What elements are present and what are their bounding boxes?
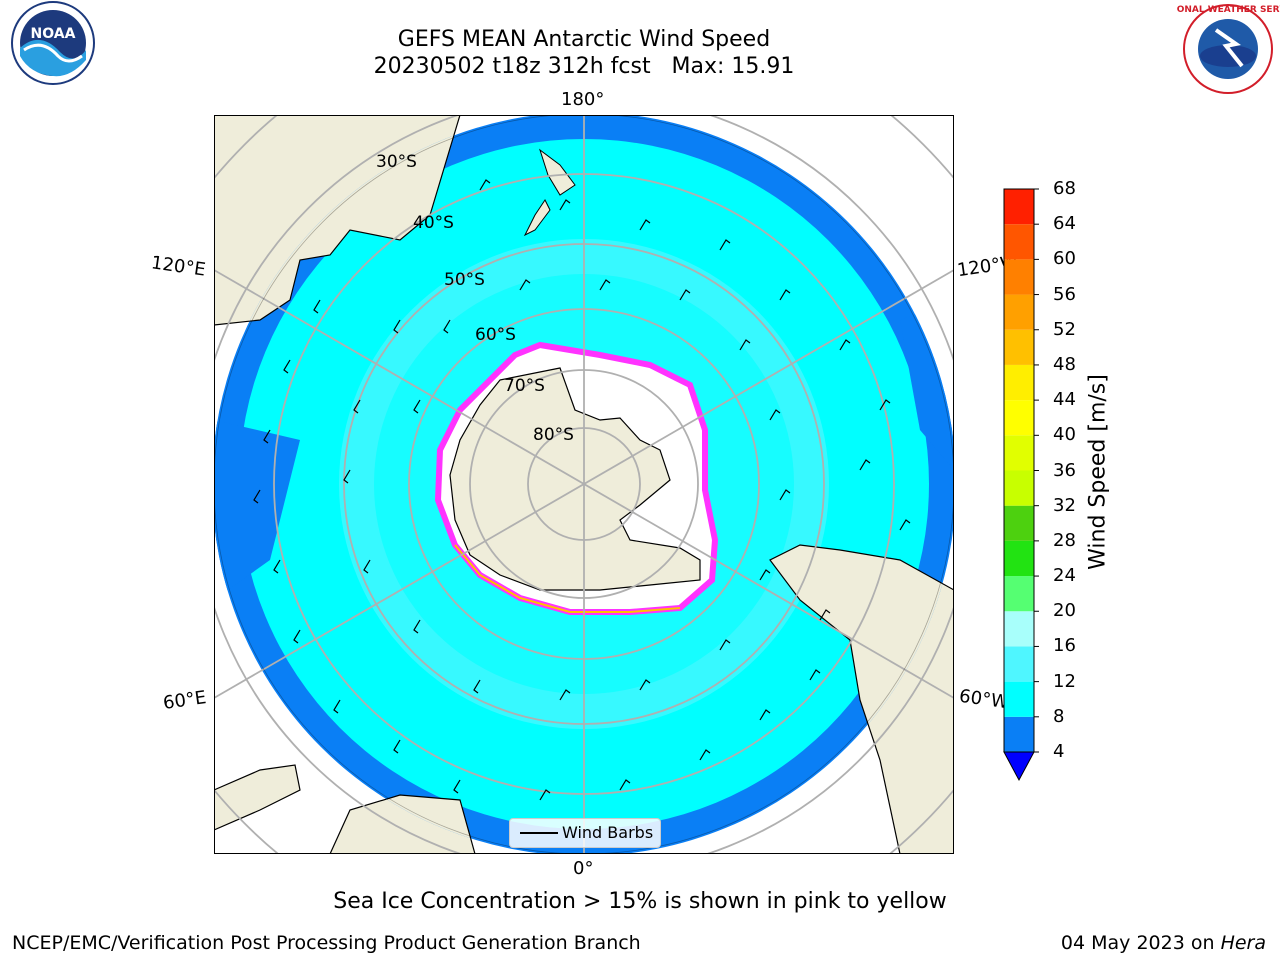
lon-label-180: 180°: [561, 89, 605, 110]
colorbar-segment: [1004, 611, 1034, 647]
lat-label-30s: 30°S: [376, 152, 417, 172]
colorbar-tick-label: 60: [1053, 248, 1076, 270]
colorbar-tick-label: 20: [1053, 600, 1076, 622]
footer-branch: NCEP/EMC/Verification Post Processing Pr…: [12, 932, 641, 954]
lat-label-40s: 40°S: [413, 213, 454, 233]
lat-label-80s: 80°S: [533, 425, 574, 445]
colorbar-segment: [1004, 470, 1034, 506]
colorbar-tick-label: 48: [1053, 353, 1076, 375]
colorbar-segment: [1004, 329, 1034, 365]
colorbar-segment: [1004, 435, 1034, 471]
lat-label-60s: 60°S: [475, 325, 516, 345]
footer-date: 04 May 2023 on Hera: [1061, 932, 1266, 954]
sea-ice-caption: Sea Ice Concentration > 15% is shown in …: [333, 889, 947, 914]
lat-label-50s: 50°S: [444, 270, 485, 290]
colorbar-tick-label: 52: [1053, 318, 1076, 340]
nws-logo: NATIONAL WEATHER SERVICE: [1176, 4, 1280, 94]
wind-barbs: [253, 179, 911, 801]
colorbar-tick-label: 44: [1053, 389, 1076, 411]
footer-date-text: 04 May 2023 on: [1060, 932, 1221, 954]
colorbar-segment: [1004, 224, 1034, 260]
colorbar-tick-label: 8: [1053, 705, 1065, 727]
lat-label-70s: 70°S: [504, 376, 545, 396]
colorbar-segment: [1004, 681, 1034, 717]
colorbar-tick-label: 32: [1053, 494, 1076, 516]
map-panel: [214, 115, 954, 854]
colorbar-tick-label: 36: [1053, 459, 1076, 481]
colorbar-tick-label: 68: [1053, 178, 1076, 199]
colorbar-tick-label: 24: [1053, 565, 1076, 587]
colorbar-tick-label: 4: [1053, 741, 1065, 762]
colorbar-tick-label: 28: [1053, 529, 1076, 551]
colorbar-segment: [1004, 540, 1034, 577]
noaa-logo: NOAA: [11, 1, 95, 85]
colorbar: [1003, 188, 1039, 782]
lon-label-60e: 60°E: [161, 687, 208, 714]
colorbar-tick-label: 64: [1053, 213, 1076, 235]
colorbar-segment: [1004, 189, 1034, 225]
new-zealand: [523, 148, 576, 237]
wind-barb-legend-line: [520, 832, 558, 834]
colorbar-tick-label: 12: [1053, 670, 1076, 692]
colorbar-tick-label: 56: [1053, 283, 1076, 305]
map-title: GEFS MEAN Antarctic Wind Speed: [397, 27, 771, 52]
footer-machine: Hera: [1220, 932, 1266, 954]
graticule: [214, 115, 954, 854]
colorbar-segment: [1004, 505, 1034, 541]
colorbar-segment: [1004, 400, 1034, 436]
colorbar-segment: [1004, 364, 1034, 401]
wind-barbs-legend-label: Wind Barbs: [562, 823, 654, 842]
colorbar-label: Wind Speed [m/s]: [1085, 374, 1111, 570]
nws-logo-text: NATIONAL WEATHER SERVICE: [1176, 5, 1280, 15]
lon-label-0: 0°: [573, 858, 594, 879]
wind-barbs-legend: Wind Barbs: [509, 818, 661, 848]
colorbar-extend-arrow: [1003, 751, 1035, 782]
colorbar-segment: [1004, 294, 1034, 330]
colorbar-tick-label: 40: [1053, 424, 1076, 446]
colorbar-segment: [1004, 716, 1034, 752]
colorbar-segment: [1004, 576, 1034, 612]
colorbar-segment: [1004, 646, 1034, 682]
colorbar-segment: [1004, 259, 1034, 295]
lon-label-120e: 120°E: [149, 252, 207, 281]
polar-map: [214, 115, 954, 854]
colorbar-tick-label: 16: [1053, 635, 1076, 657]
map-subtitle: 20230502 t18z 312h fcst Max: 15.91: [373, 54, 795, 79]
noaa-logo-text: NOAA: [31, 26, 76, 42]
